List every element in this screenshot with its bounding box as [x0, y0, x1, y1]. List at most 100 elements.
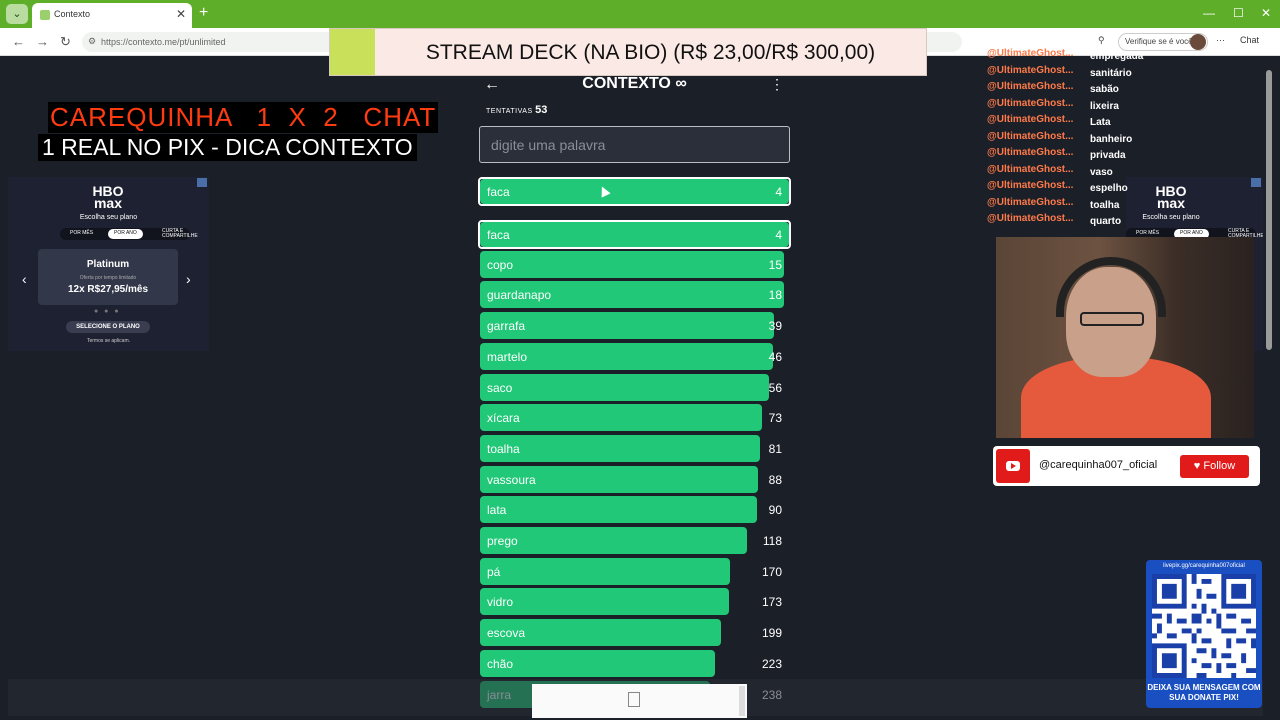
ad-choices-icon[interactable] [197, 178, 207, 187]
chat-username: @UltimateGhost... [987, 130, 1074, 142]
guess-row: prego 118 [480, 527, 789, 554]
ad-plan-tab[interactable]: POR MÊS [1136, 230, 1160, 236]
guess-similarity-bar [480, 557, 730, 585]
ad-plan-card[interactable]: Platinum Oferta por tempo limitado 12x R… [38, 249, 178, 305]
ad-plan-tab-selected[interactable]: POR ANO [108, 229, 143, 239]
ad-choose-text: Escolha seu plano [79, 214, 138, 221]
more-menu-icon[interactable]: ⋯ [1216, 35, 1225, 45]
banner-accent [330, 29, 375, 75]
arrow-left-icon[interactable]: ← [484, 76, 500, 93]
contexto-favicon-icon [40, 10, 50, 20]
ad-terms: Termos se aplicam. [86, 338, 131, 344]
chat-username: @UltimateGhost... [987, 196, 1074, 208]
chat-message: @UltimateGhost... toalha [987, 197, 1119, 211]
ad-price: 12x R$27,95/mês [67, 284, 149, 295]
ad-prev-icon[interactable]: ‹ [22, 271, 27, 287]
guess-word: saco [487, 380, 513, 395]
chat-text: Lata [1090, 117, 1111, 128]
guess-row: copo 15 [480, 250, 789, 278]
game-header: ← CONTEXTO ∞ ⋮ [479, 72, 790, 98]
forward-icon[interactable]: → [36, 34, 49, 49]
last-guess-row: faca 4 [478, 177, 791, 206]
follow-label: Follow [1203, 460, 1236, 472]
chat-username: @UltimateGhost... [987, 64, 1074, 76]
guess-row: toalha 81 [480, 434, 789, 462]
guess-row: faca 4 [478, 220, 791, 249]
pix-message: DEIXA SUA MENSAGEM COM SUA DONATE PIX! [1147, 683, 1261, 702]
guess-similarity-bar [480, 588, 730, 616]
ad-plan-tabs[interactable]: POR MÊS POR ANO CURTA E COMPARTILHE [60, 228, 198, 240]
chat-text: toalha [1090, 199, 1120, 211]
guess-similarity-bar [480, 649, 715, 677]
follow-button[interactable]: ♥ Follow [1180, 455, 1249, 478]
chat-message: @UltimateGhost... sanitário [987, 65, 1132, 79]
download-card[interactable] [532, 684, 747, 718]
tab-contexto[interactable]: Contexto ✕ [32, 3, 192, 28]
last-guess-word: faca [487, 185, 510, 199]
minimize-icon[interactable]: — [1203, 6, 1215, 20]
extensions-icon[interactable]: ⚲ [1098, 35, 1105, 45]
chat-message: @UltimateGhost... espelho [987, 180, 1128, 194]
reload-icon[interactable]: ↻ [60, 34, 71, 49]
chat-text: vaso [1090, 166, 1113, 178]
guess-rank: 18 [768, 288, 782, 303]
download-scrollbar[interactable] [739, 686, 745, 716]
chat-text: quarto [1090, 216, 1122, 227]
close-window-icon[interactable]: ✕ [1261, 6, 1272, 20]
guess-word: guardanapo [487, 288, 552, 303]
guess-similarity-bar [480, 342, 773, 370]
tab-search-icon[interactable]: ⌄ [6, 4, 28, 24]
profile-avatar[interactable] [1190, 34, 1206, 50]
guess-row: escova 199 [480, 619, 789, 647]
glasses [1080, 312, 1144, 326]
tab-bar: ⌄ Contexto ✕ + — ☐ ✕ [0, 0, 1280, 28]
pix-qr-card: livepix.gg/carequinha007oficial DEIXA SU… [1146, 560, 1262, 708]
stream-overlay-subtitle: 1 REAL NO PIX - DICA CONTEXTO [38, 134, 417, 161]
maximize-icon[interactable]: ☐ [1233, 6, 1244, 20]
guess-word: prego [487, 534, 518, 548]
chat-message: @UltimateGhost... privada [987, 147, 1126, 161]
guess-word: lata [487, 503, 507, 518]
page-scrollbar[interactable] [1263, 56, 1275, 716]
guess-row: vassoura 88 [480, 465, 789, 493]
guess-rank: 118 [762, 534, 782, 548]
guess-row: martelo 46 [480, 342, 789, 370]
guess-row: lata 90 [480, 496, 789, 524]
scrollbar-thumb[interactable] [1266, 70, 1272, 350]
guess-word: vassoura [487, 472, 536, 487]
verify-button[interactable]: Verifique se é você [1118, 33, 1208, 51]
chat-text: sabão [1090, 84, 1119, 95]
ad-plan-tab[interactable]: POR MÊS [70, 230, 94, 236]
guess-similarity-bar [480, 619, 722, 647]
hbo-ad-left[interactable]: HBO max Escolha seu plano POR MÊS POR AN… [8, 177, 209, 351]
copilot-chat-button[interactable]: Chat [1240, 35, 1260, 45]
chat-text: lixeira [1090, 100, 1119, 112]
ad-plan-name: Platinum [86, 259, 130, 270]
ad-select-plan-button[interactable]: SELECIONE O PLANO [66, 321, 150, 333]
ad-plan-tab[interactable]: CURTA E COMPARTILHE [1228, 228, 1264, 239]
guess-row: chão 223 [480, 649, 789, 677]
new-tab-icon[interactable]: + [199, 4, 209, 21]
guess-similarity-bar [480, 373, 769, 401]
ad-choices-icon[interactable] [1251, 178, 1261, 187]
qr-code-graphic [1152, 574, 1256, 678]
guess-rank: 223 [761, 656, 782, 671]
guess-rank: 4 [775, 228, 782, 242]
ad-plan-tab[interactable]: CURTA E COMPARTILHE [162, 228, 198, 239]
guess-row: guardanapo 18 [480, 281, 789, 309]
back-icon[interactable]: ← [12, 34, 25, 49]
close-tab-icon[interactable]: ✕ [175, 7, 186, 21]
site-info-icon[interactable]: ⚙ [88, 36, 97, 46]
last-guess-bar [480, 179, 789, 204]
guess-rank: 81 [768, 441, 782, 456]
kebab-menu-icon[interactable]: ⋮ [770, 76, 784, 92]
ad-plan-tab-selected[interactable]: POR ANO [1174, 229, 1209, 239]
ad-carousel-dots: ● ● ● [94, 308, 121, 315]
guess-rank: 90 [768, 503, 782, 518]
chat-message: @UltimateGhost... Lata [987, 114, 1111, 128]
ad-next-icon[interactable]: › [186, 271, 191, 287]
guess-input[interactable] [479, 126, 790, 163]
guess-rank: 173 [761, 595, 782, 610]
guess-rank: 199 [761, 626, 782, 641]
hbo-logo: HBO max [1155, 183, 1187, 211]
